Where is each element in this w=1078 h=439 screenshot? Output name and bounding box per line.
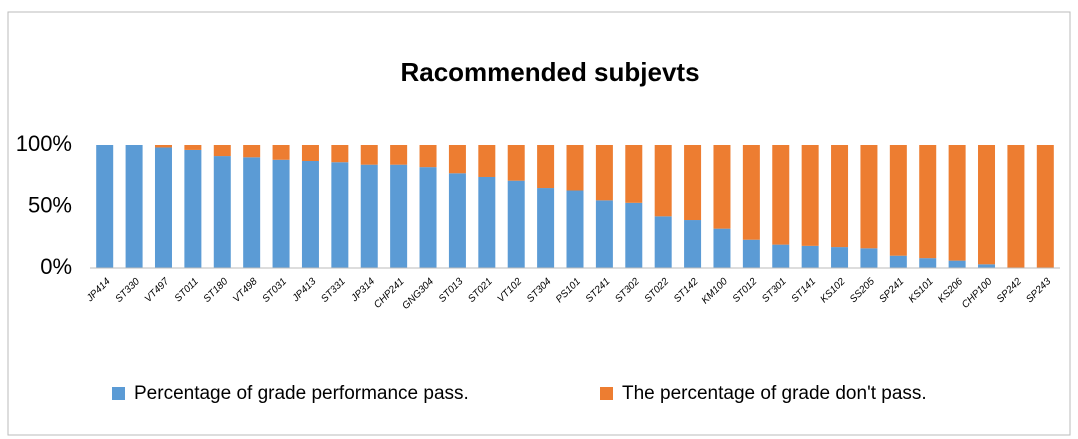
bar-segment — [243, 145, 261, 158]
y-tick-label: 100% — [16, 131, 72, 156]
bar-segment — [919, 145, 937, 259]
bar-segment — [507, 145, 525, 181]
bar-segment — [566, 145, 584, 191]
bar-segment — [948, 260, 966, 268]
bar-segment — [301, 145, 319, 161]
bar-segment — [978, 145, 996, 265]
bar-segment — [331, 162, 349, 268]
bar-segment — [360, 145, 378, 165]
bar-segment — [1036, 145, 1054, 268]
bar-segment — [448, 173, 466, 268]
bar-segment — [948, 145, 966, 261]
bar-segment — [742, 145, 760, 240]
bar-segment — [184, 149, 202, 268]
bar-segment — [654, 216, 672, 268]
bar-segment — [860, 145, 878, 249]
bar-segment — [889, 145, 907, 256]
y-tick-label: 0% — [40, 254, 72, 279]
bar-segment — [537, 145, 555, 189]
bar-segment — [595, 145, 613, 201]
bar-segment — [390, 164, 408, 268]
bar-segment — [801, 245, 819, 268]
bar-segment — [448, 145, 466, 174]
bar-segment — [713, 228, 731, 268]
bar-segment — [272, 159, 290, 268]
bar-segment — [125, 145, 143, 268]
bar-segment — [419, 145, 437, 168]
bar-segment — [684, 145, 702, 221]
bar-segment — [625, 145, 643, 203]
bar-segment — [390, 145, 408, 165]
bar-segment — [213, 145, 231, 157]
bar-segment — [654, 145, 672, 217]
bar-segment — [243, 157, 261, 268]
bar-segment — [1007, 145, 1025, 268]
legend-label: The percentage of grade don't pass. — [622, 383, 927, 404]
legend-swatch — [600, 387, 613, 400]
bar-segment — [331, 145, 349, 163]
bar-segment — [831, 247, 849, 268]
bar-segment — [625, 202, 643, 268]
legend-label: Percentage of grade performance pass. — [134, 383, 469, 404]
bar-segment — [184, 145, 202, 150]
bar-segment — [96, 145, 114, 268]
legend-swatch — [112, 387, 125, 400]
bar-segment — [801, 145, 819, 246]
bar-segment — [978, 264, 996, 268]
bar-segment — [713, 145, 731, 229]
bar-segment — [537, 188, 555, 268]
chart-title: Racommended subjevts — [400, 57, 699, 87]
bar-segment — [860, 248, 878, 268]
bar-segment — [742, 239, 760, 268]
bar-segment — [360, 164, 378, 268]
bar-segment — [272, 145, 290, 160]
bar-segment — [684, 220, 702, 268]
bar-segment — [889, 255, 907, 268]
bar-segment — [301, 160, 319, 268]
bar-segment — [831, 145, 849, 248]
y-tick-label: 50% — [28, 192, 72, 217]
bar-segment — [213, 156, 231, 268]
bar-segment — [919, 258, 937, 268]
bar-segment — [507, 180, 525, 268]
bar-segment — [772, 145, 790, 245]
bar-segment — [478, 176, 496, 268]
bar-segment — [154, 147, 172, 268]
bar-segment — [772, 244, 790, 268]
bar-segment — [478, 145, 496, 177]
bar-segment — [154, 145, 172, 148]
bar-segment — [595, 200, 613, 268]
bar-segment — [419, 167, 437, 268]
bar-segment — [566, 190, 584, 268]
